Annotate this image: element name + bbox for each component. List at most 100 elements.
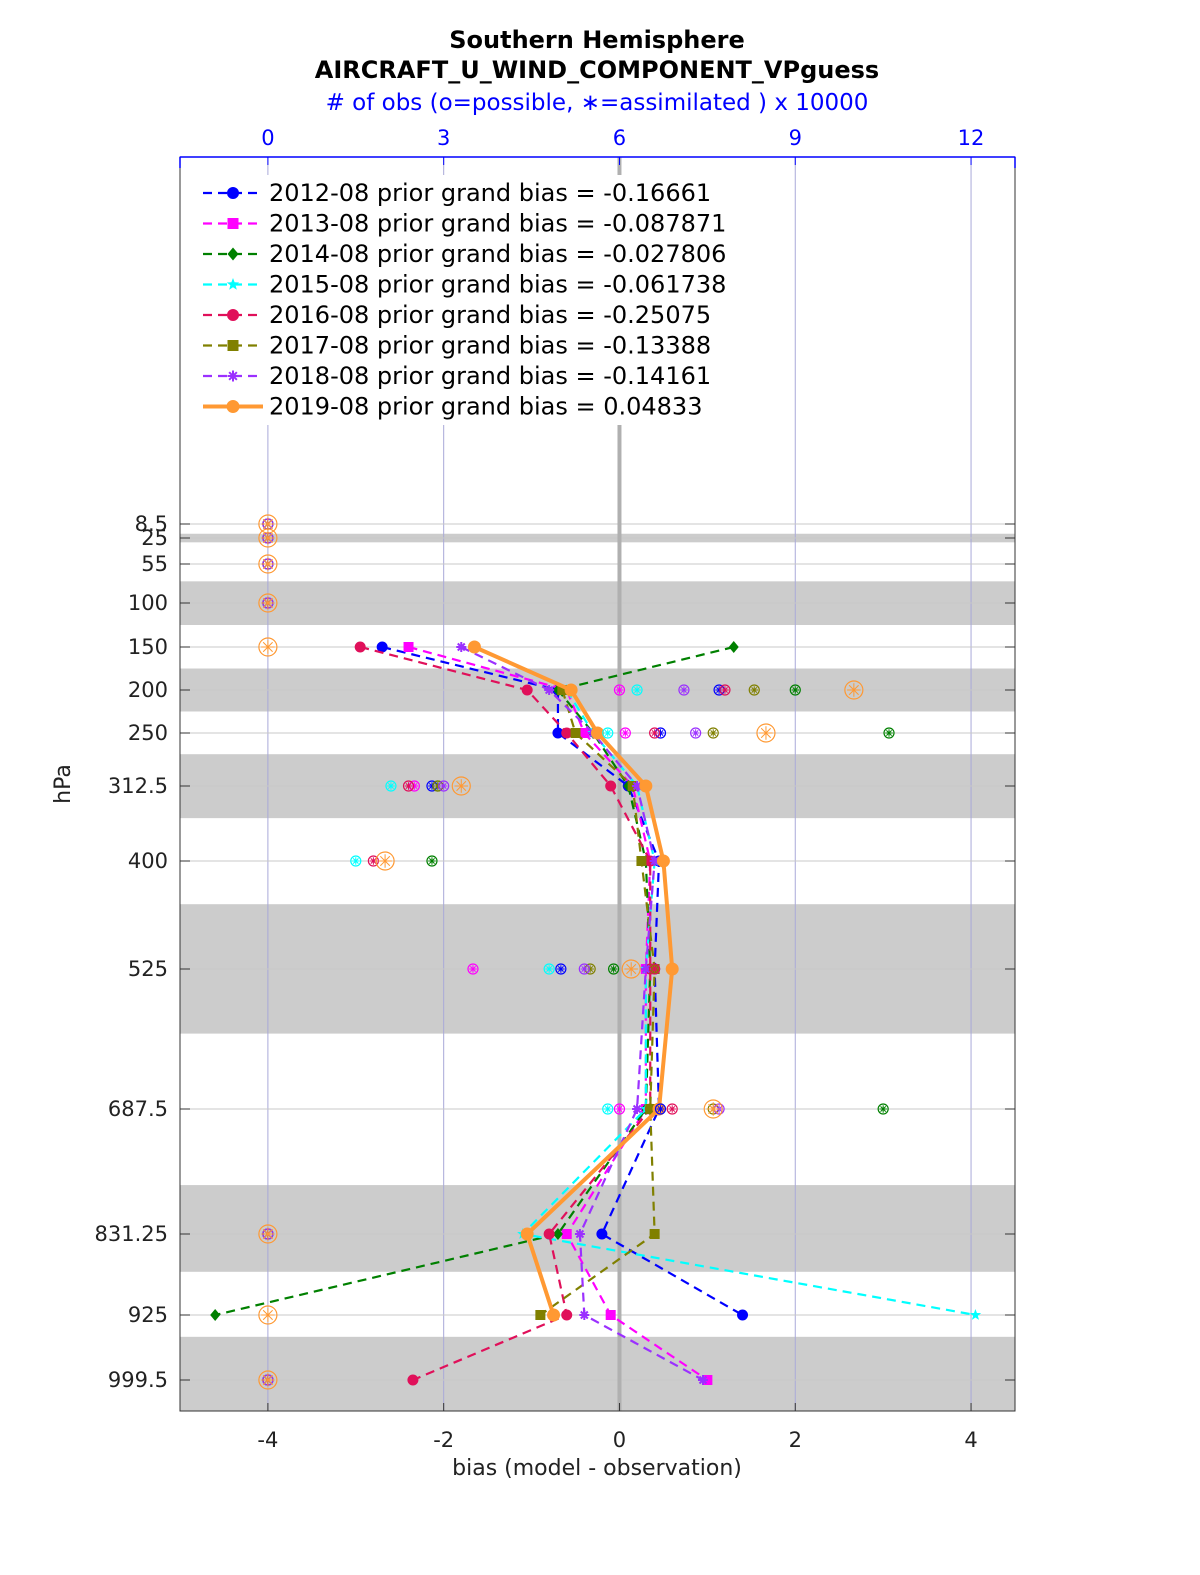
series-line-4 xyxy=(359,645,652,1382)
series-7 xyxy=(467,640,679,1322)
obs-possible-2-9 xyxy=(608,963,620,975)
series-point-2-7 xyxy=(552,1228,563,1240)
y-tick-label-1: 25 xyxy=(141,526,168,550)
obs-possible-7-10 xyxy=(703,1099,723,1119)
series-point-6-4 xyxy=(649,856,660,866)
obs-assimilated-7-6 xyxy=(759,726,773,740)
series-point-5-1 xyxy=(570,728,581,738)
obs-assimilated-1-9 xyxy=(469,965,477,973)
obs-assimilated-0-9 xyxy=(557,965,565,973)
series-point-6-8 xyxy=(579,1310,590,1320)
obs-assimilated-7-1 xyxy=(261,531,275,545)
obs-possible-2-5 xyxy=(789,684,801,696)
obs-possible-7-5 xyxy=(844,680,864,700)
obs-possible-7-12 xyxy=(258,1305,278,1325)
series-point-1-0 xyxy=(403,642,414,652)
top-axis-label: # of obs (o=possible, ∗=assimilated ) x … xyxy=(326,90,869,116)
series-point-7-5 xyxy=(665,962,679,976)
legend-entry-6: 2018-08 prior grand bias = -0.14161 xyxy=(203,362,711,390)
series-point-5-5 xyxy=(645,1104,656,1114)
obs-possible-3-8 xyxy=(350,855,362,867)
obs-possible-4-7 xyxy=(402,780,415,792)
obs-assimilated-7-3 xyxy=(261,596,275,610)
legend-entry-1: 2013-08 prior grand bias = -0.087871 xyxy=(203,210,726,238)
obs-assimilated-7-4 xyxy=(261,640,275,654)
obs-possible-3-6 xyxy=(602,727,614,739)
obs-assimilated-5-9 xyxy=(586,965,594,973)
shaded-band-6 xyxy=(180,1336,1015,1411)
y-tick-label-6: 250 xyxy=(128,721,168,745)
obs-assimilated-6-5 xyxy=(680,686,688,694)
y-tick-label-5: 200 xyxy=(128,678,168,702)
obs-possible-6-6 xyxy=(690,727,702,739)
obs-possible-7-13 xyxy=(258,1370,278,1390)
obs-assimilated-3-6 xyxy=(604,729,612,737)
series-point-6-1 xyxy=(544,685,555,695)
series-point-4-8 xyxy=(561,1309,573,1321)
obs-assimilated-7-5 xyxy=(847,683,861,697)
legend-label-7: 2019-08 prior grand bias = 0.04833 xyxy=(269,393,702,421)
obs-possible-4-9 xyxy=(649,963,661,975)
obs-possible-3-10 xyxy=(602,1103,614,1115)
x-tick-label-4: 4 xyxy=(964,1428,977,1452)
legend-marker-7 xyxy=(226,400,240,413)
series-point-3-7 xyxy=(969,1309,982,1320)
legend-label-3: 2015-08 prior grand bias = -0.061738 xyxy=(269,271,726,299)
legend-label-2: 2014-08 prior grand bias = -0.027806 xyxy=(269,240,726,268)
series-point-0-8 xyxy=(737,1309,749,1321)
legend-label-5: 2017-08 prior grand bias = -0.13388 xyxy=(269,332,711,360)
legend-entry-0: 2012-08 prior grand bias = -0.16661 xyxy=(203,179,711,207)
obs-possible-6-9 xyxy=(578,963,590,975)
chart-title: Southern Hemisphere xyxy=(449,26,745,54)
shaded-band-5 xyxy=(180,1185,1015,1272)
obs-possible-4-10 xyxy=(666,1103,678,1115)
obs-possible-1-9 xyxy=(467,963,479,975)
obs-possible-7-6 xyxy=(756,723,776,743)
obs-possible-3-5 xyxy=(631,684,643,696)
obs-assimilated-7-2 xyxy=(261,557,275,571)
obs-assimilated-2-9 xyxy=(609,965,618,973)
obs-possible-7-2 xyxy=(258,554,278,574)
y-tick-label-7: 312.5 xyxy=(108,774,168,798)
series-point-4-1 xyxy=(521,684,533,696)
obs-possible-6-7 xyxy=(438,780,450,792)
y-tick-label-0: 8.5 xyxy=(135,512,168,536)
x-tick-label-1: -2 xyxy=(433,1428,454,1452)
obs-possible-2-6 xyxy=(883,727,895,739)
y-tick-label-11: 831.25 xyxy=(95,1222,168,1246)
series-point-6-0 xyxy=(456,642,467,652)
obs-possible-7-8 xyxy=(375,851,395,871)
top-tick-label-3: 9 xyxy=(789,126,802,150)
obs-assimilated-7-13 xyxy=(261,1373,275,1387)
series-point-7-2 xyxy=(591,726,604,740)
obs-possible-1-10 xyxy=(613,1103,626,1115)
legend-marker-5 xyxy=(227,340,239,351)
series-point-2-0 xyxy=(728,641,739,653)
obs-assimilated-7-11 xyxy=(261,1227,275,1241)
obs-assimilated-1-6 xyxy=(621,729,630,737)
obs-assimilated-4-9 xyxy=(650,965,659,973)
obs-assimilated-7-7 xyxy=(454,779,469,793)
legend-box xyxy=(196,175,741,425)
series-line-6 xyxy=(460,646,704,1381)
obs-assimilated-2-5 xyxy=(791,686,800,694)
top-tick-label-0: 0 xyxy=(261,126,274,150)
obs-assimilated-0-7 xyxy=(428,782,436,790)
obs-assimilated-1-10 xyxy=(615,1105,624,1113)
y-tick-label-9: 525 xyxy=(128,957,168,981)
top-axis-ticks: 0 3 6 9 12 xyxy=(261,126,984,165)
obs-assimilated-2-10 xyxy=(879,1105,887,1113)
legend-label-4: 2016-08 prior grand bias = -0.25075 xyxy=(269,301,711,329)
obs-assimilated-4-7 xyxy=(404,782,413,790)
obs-assimilated-0-6 xyxy=(656,729,665,737)
shaded-bands xyxy=(180,533,1015,1411)
series-point-6-7 xyxy=(574,1229,585,1239)
obs-possible-3-9 xyxy=(543,963,555,975)
series-point-1-8 xyxy=(605,1310,616,1320)
legend-marker-0 xyxy=(227,187,239,199)
y-tick-label-13: 999.5 xyxy=(108,1368,168,1392)
y-tick-label-10: 687.5 xyxy=(108,1097,168,1121)
obs-assimilated-4-5 xyxy=(721,686,729,694)
obs-assimilated-3-7 xyxy=(387,782,395,790)
